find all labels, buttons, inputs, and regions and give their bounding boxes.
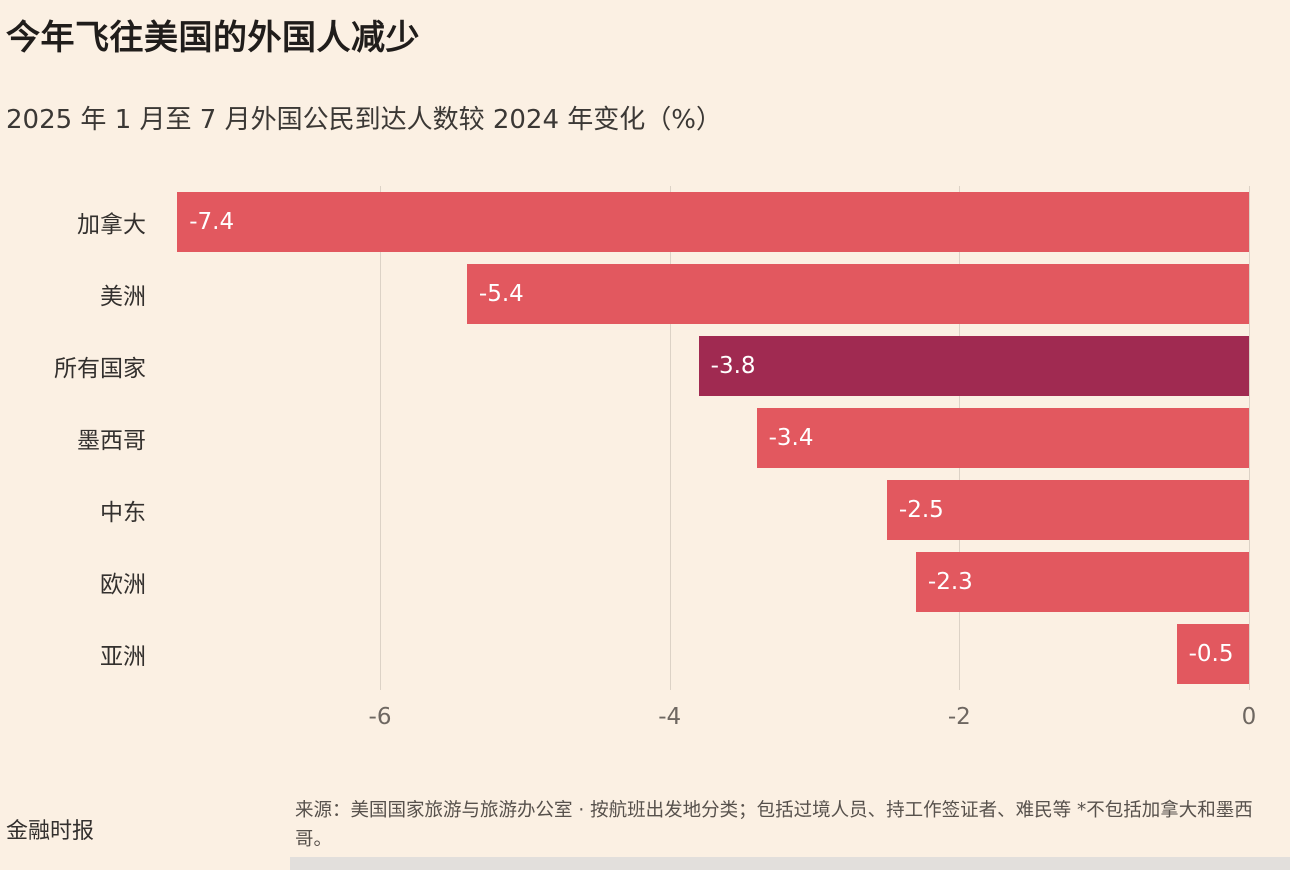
bar: -2.3 [915, 552, 1249, 612]
bar-track: -2.3 [170, 552, 1249, 612]
value-label: -5.4 [478, 281, 524, 307]
bar: -7.4 [177, 192, 1249, 252]
category-label: 加拿大 [77, 212, 146, 238]
chart-footer: 金融时报 来源：美国国家旅游与旅游办公室 · 按航班出发地分类；包括过境人员、持… [0, 795, 1290, 870]
value-label: -0.5 [1188, 641, 1234, 667]
chart-title: 今年飞往美国的外国人减少 [6, 18, 420, 58]
gridline [669, 186, 671, 690]
bar-rows: 加拿大 -7.4 美洲 -5.4 所有国家 -3.8 墨西哥 -3.4 中东 -2.5 欧洲 -2.3… [0, 186, 1249, 690]
bar-track: -0.5 [170, 624, 1249, 684]
category-label: 亚洲 [100, 644, 146, 670]
x-axis: -6 -4 -2 0 [170, 690, 1257, 740]
bar-row: 中东 -2.5 [0, 474, 1249, 546]
x-tick-label: -2 [947, 704, 971, 730]
gridline [1249, 186, 1250, 690]
value-label: -3.4 [768, 425, 814, 451]
category-label: 美洲 [100, 284, 146, 310]
bar: -0.5 [1176, 624, 1249, 684]
category-label: 所有国家 [54, 356, 146, 382]
bar: -2.5 [886, 480, 1249, 540]
page-edge-strip [290, 857, 1290, 870]
bar-row: 墨西哥 -3.4 [0, 402, 1249, 474]
value-label: -3.8 [710, 353, 756, 379]
value-label: -2.5 [898, 497, 944, 523]
bar: -3.8 [698, 336, 1249, 396]
gridline [380, 186, 381, 690]
bar-track: -7.4 [170, 192, 1249, 252]
source-note: 来源：美国国家旅游与旅游办公室 · 按航班出发地分类；包括过境人员、持工作签证者… [295, 800, 1253, 850]
chart-header: 今年飞往美国的外国人减少 2025 年 1 月至 7 月外国公民到达人数较 20… [0, 0, 1290, 136]
bar-row: 美洲 -5.4 [0, 258, 1249, 330]
bar-track: -3.4 [170, 408, 1249, 468]
bar-row: 所有国家 -3.8 [0, 330, 1249, 402]
bar-track: -3.8 [170, 336, 1249, 396]
value-label: -7.4 [189, 209, 235, 235]
chart-subtitle: 2025 年 1 月至 7 月外国公民到达人数较 2024 年变化（%） [6, 105, 722, 135]
bar-track: -2.5 [170, 480, 1249, 540]
bar-row: 加拿大 -7.4 [0, 186, 1249, 258]
value-label: -2.3 [927, 569, 973, 595]
bar-track: -5.4 [170, 264, 1249, 324]
brand-label: 金融时报 [6, 819, 95, 844]
bar-row: 亚洲 -0.5 [0, 618, 1249, 690]
category-label: 中东 [100, 500, 146, 526]
plot-area: 加拿大 -7.4 美洲 -5.4 所有国家 -3.8 墨西哥 -3.4 中东 -2.5 欧洲 -2.3… [0, 186, 1250, 690]
bar-row: 欧洲 -2.3 [0, 546, 1249, 618]
category-label: 墨西哥 [77, 428, 146, 454]
category-label: 欧洲 [100, 572, 146, 598]
x-tick-label: -6 [368, 704, 392, 730]
bar: -3.4 [756, 408, 1249, 468]
x-tick-label: -4 [658, 704, 682, 730]
bar: -5.4 [466, 264, 1249, 324]
bar-chart: 加拿大 -7.4 美洲 -5.4 所有国家 -3.8 墨西哥 -3.4 中东 -2.5 欧洲 -2.3… [0, 186, 1257, 740]
x-tick-label: 0 [1241, 704, 1257, 730]
